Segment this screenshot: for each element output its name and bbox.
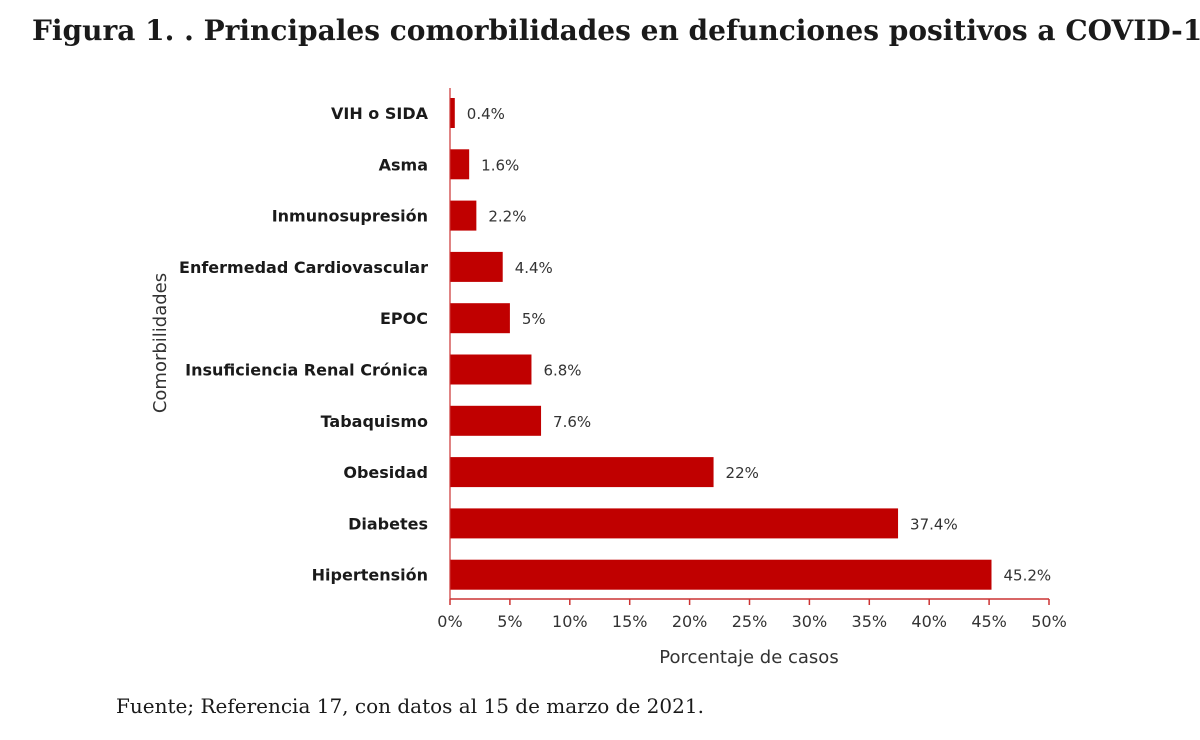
category-label: Tabaquismo (321, 412, 428, 431)
bar (450, 251, 503, 282)
category-label: Diabetes (348, 514, 428, 533)
data-label: 37.4% (910, 515, 958, 533)
category-label: Hipertensión (312, 566, 428, 585)
category-label: Insuficiencia Renal Crónica (185, 361, 428, 380)
bar (450, 508, 899, 539)
category-label: Enfermedad Cardiovascular (179, 258, 428, 277)
x-axis: 0% 5% 10% 15% 20% 25% 30% 35% 40% 45% 50% (437, 88, 1067, 631)
y-axis-title: Comorbilidades (150, 273, 171, 413)
x-tick-label: 45% (971, 612, 1007, 631)
bar-group (450, 98, 992, 590)
bar (450, 354, 532, 385)
x-tick-label: 35% (852, 612, 888, 631)
bar (450, 200, 477, 231)
x-tick-label: 40% (911, 612, 947, 631)
data-label: 0.4% (467, 105, 505, 123)
source-note: Fuente; Referencia 17, con datos al 15 d… (116, 694, 704, 718)
category-label: Asma (379, 155, 428, 174)
x-tick-label: 15% (612, 612, 648, 631)
x-tick-label: 0% (437, 612, 462, 631)
data-label: 4.4% (515, 259, 553, 277)
figure-title: Figura 1. . Principales comorbilidades e… (32, 14, 1200, 47)
category-label: Obesidad (343, 463, 428, 482)
bar (450, 149, 470, 180)
bar (450, 303, 510, 334)
x-axis-title: Porcentaje de casos (659, 647, 838, 668)
data-label: 45.2% (1003, 567, 1051, 585)
bar (450, 98, 455, 128)
data-label: 22% (726, 464, 759, 482)
data-label: 2.2% (488, 208, 526, 226)
x-tick-label: 10% (552, 612, 588, 631)
x-tick-label: 25% (732, 612, 768, 631)
data-labels: 0.4% 1.6% 2.2% 4.4% 5% 6.8% 7.6% 22% 37.4% 45.2% (467, 105, 1051, 585)
data-label: 1.6% (481, 156, 519, 174)
x-tick-label: 30% (792, 612, 828, 631)
comorbidities-bar-chart: VIH o SIDA Asma Inmunosupresión Enfermedad … (150, 88, 1067, 668)
x-tick-label: 5% (497, 612, 522, 631)
data-label: 6.8% (543, 362, 581, 380)
bar (450, 457, 714, 488)
category-label: Inmunosupresión (272, 207, 428, 226)
category-labels: VIH o SIDA Asma Inmunosupresión Enfermedad … (179, 104, 429, 585)
bar (450, 559, 992, 590)
x-tick-label: 20% (672, 612, 708, 631)
data-label: 7.6% (553, 413, 591, 431)
bar (450, 405, 542, 436)
data-label: 5% (522, 310, 546, 328)
x-tick-label: 50% (1031, 612, 1067, 631)
category-label: VIH o SIDA (331, 104, 429, 123)
category-label: EPOC (380, 309, 428, 328)
